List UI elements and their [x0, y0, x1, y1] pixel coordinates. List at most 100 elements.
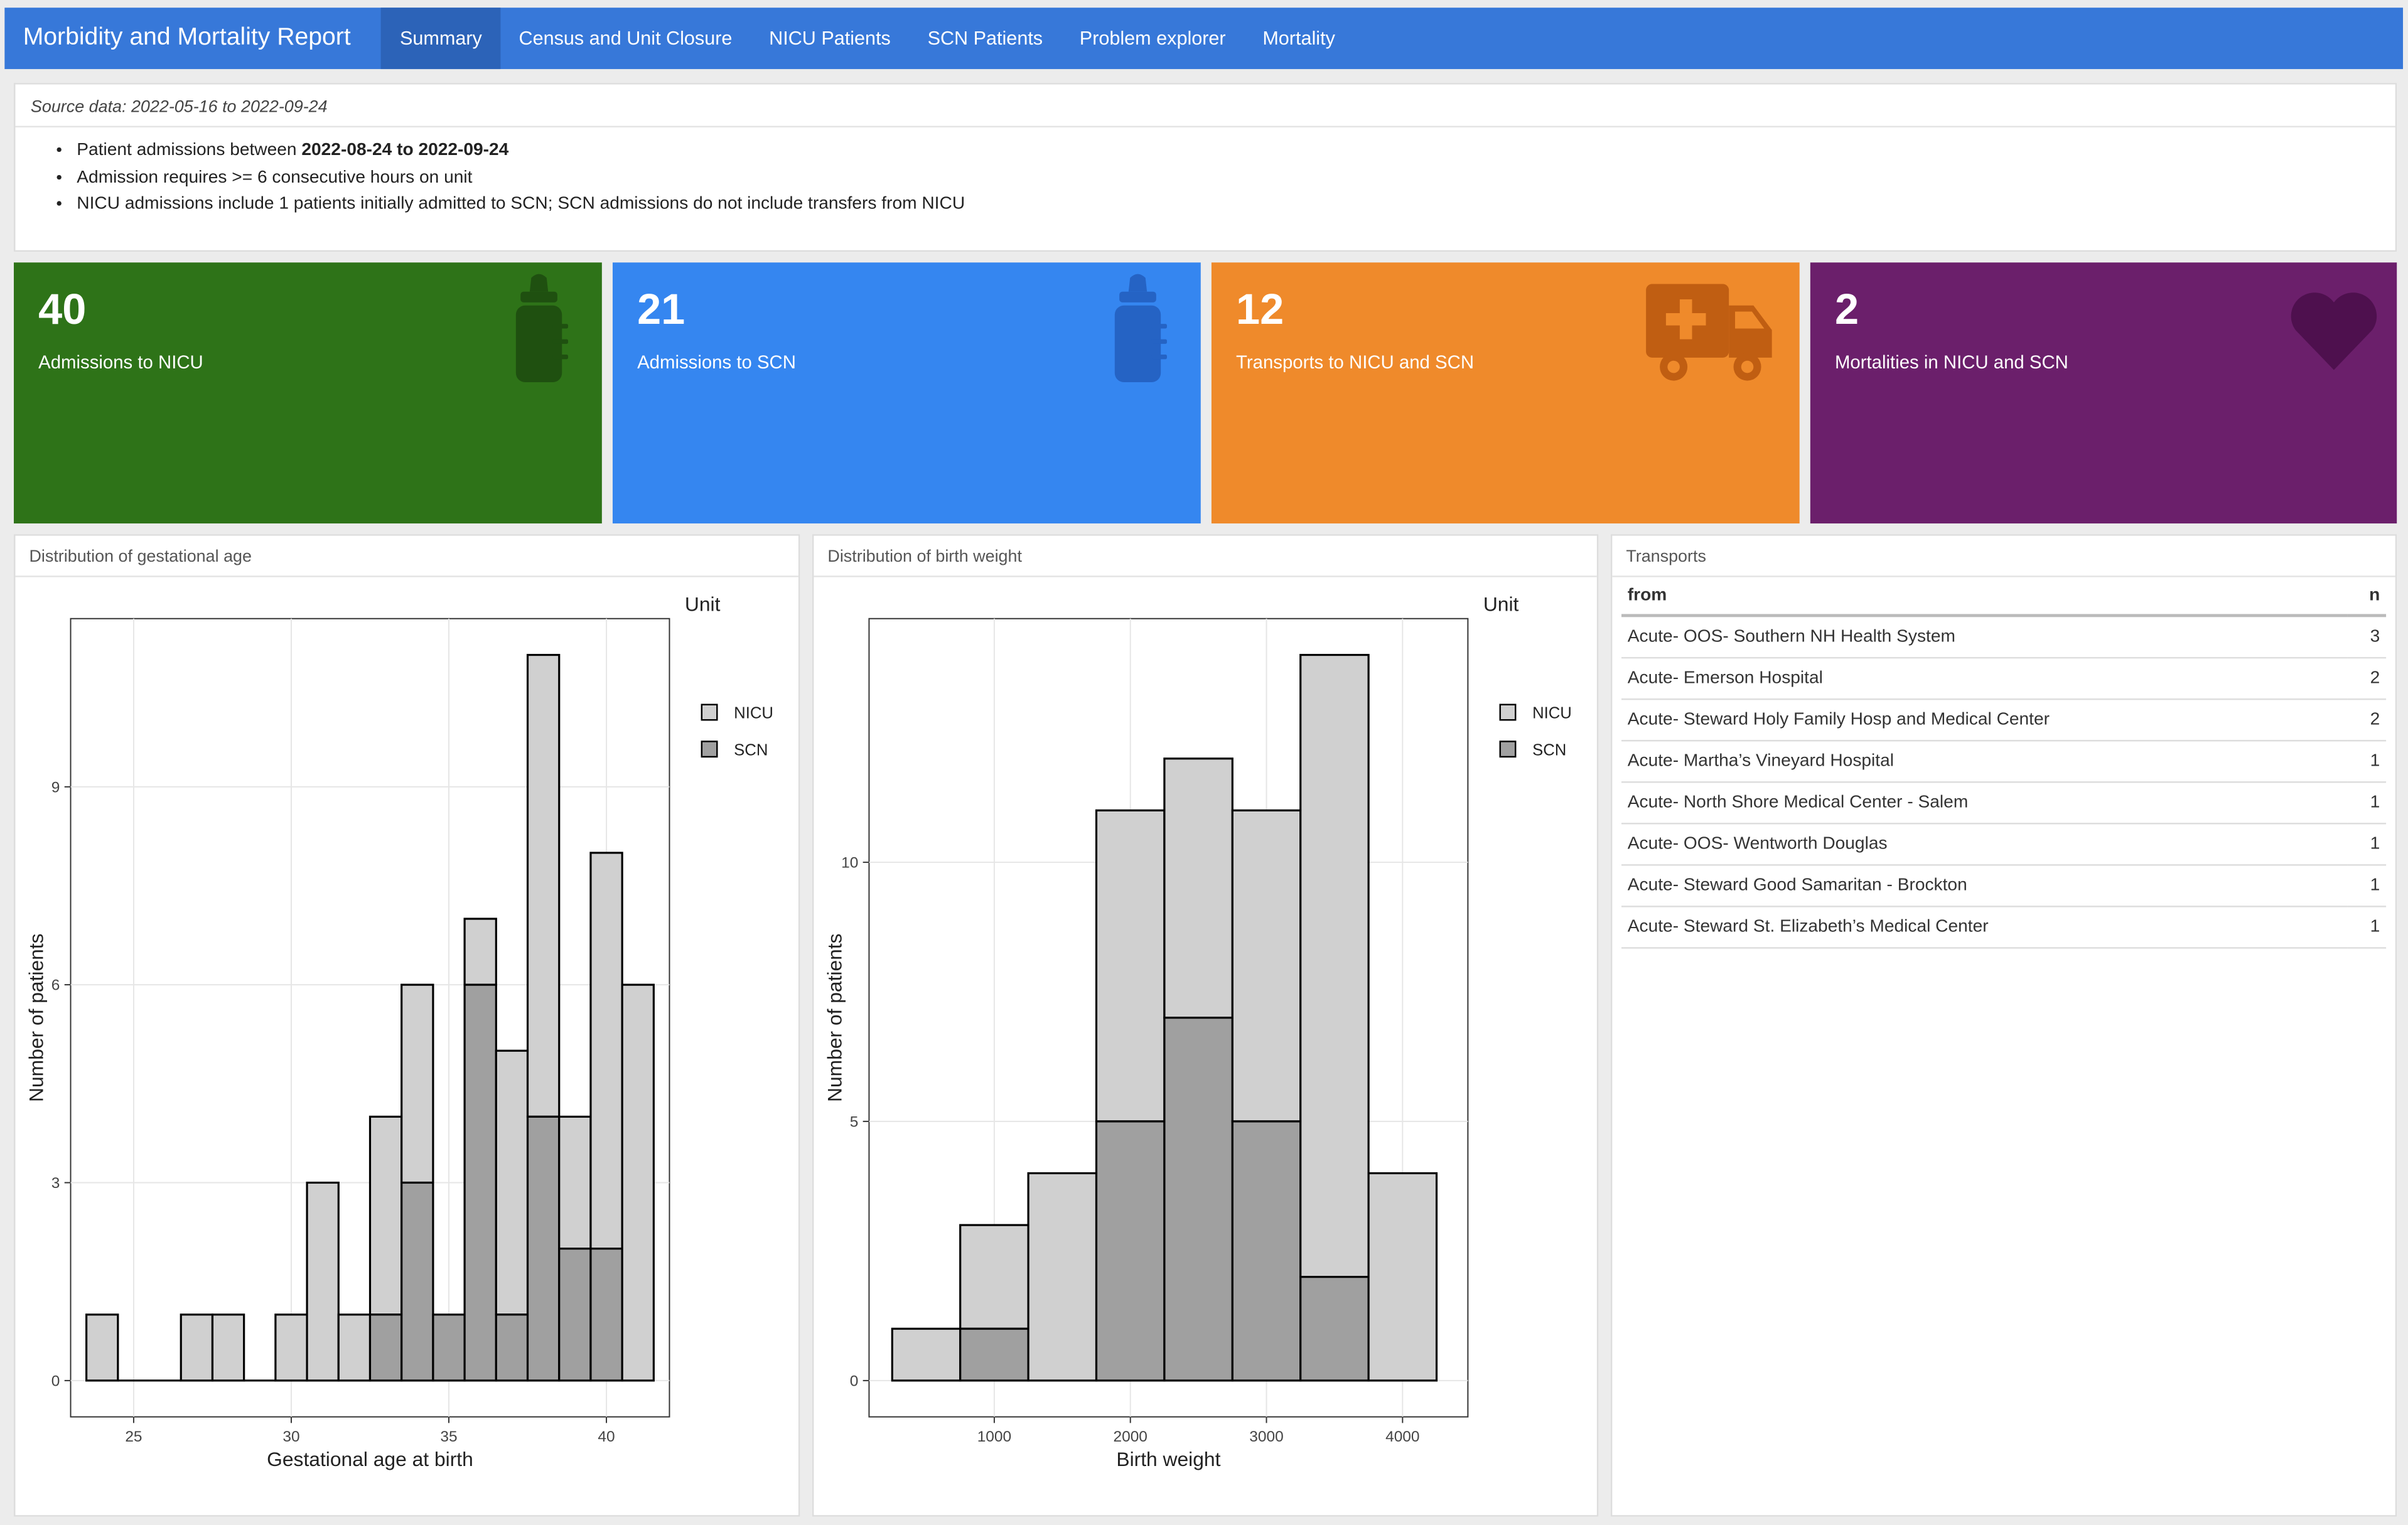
- bar-nicu: [337, 1314, 372, 1382]
- cell-n: 2: [2347, 658, 2387, 700]
- bar-nicu: [211, 1314, 245, 1382]
- bar-scn: [1095, 1120, 1166, 1382]
- column-header-n[interactable]: n: [2347, 577, 2387, 618]
- table-row: Acute- OOS- Southern NH Health System 3: [1621, 615, 2387, 659]
- ambulance-icon: [1646, 284, 1772, 381]
- bar-nicu: [495, 1049, 529, 1316]
- cell-n: 1: [2347, 741, 2387, 783]
- bar-nicu: [1095, 809, 1166, 1123]
- tab-scn-patients[interactable]: SCN Patients: [927, 28, 1043, 50]
- bar-scn: [1231, 1120, 1302, 1382]
- bar-nicu: [85, 1314, 119, 1382]
- info-bullet-admission-rule: Admission requires >= 6 consecutive hour…: [77, 165, 2395, 192]
- navbar: Morbidity and Mortality Report Summary C…: [4, 8, 2403, 70]
- bar-scn: [463, 983, 497, 1382]
- transports-panel: Transports from n Acute- OOS- Southern N…: [1610, 534, 2397, 1517]
- panel-title: Transports: [1612, 536, 2395, 577]
- bar-nicu: [959, 1224, 1029, 1330]
- bar-scn: [1299, 1276, 1370, 1382]
- x-tick-label: 1000: [977, 1428, 1011, 1445]
- table-row: Acute- Martha’s Vineyard Hospital 1: [1621, 741, 2387, 783]
- y-tick-label: 9: [51, 779, 60, 796]
- source-data-header: Source data: 2022-05-16 to 2022-09-24: [15, 85, 2395, 128]
- value-box-number: 21: [637, 285, 685, 333]
- value-box-mortalities: 2 Mortalities in NICU and SCN: [1810, 262, 2397, 524]
- bar-nicu: [274, 1314, 308, 1382]
- legend-swatch-nicu: [1499, 704, 1517, 721]
- tab-summary[interactable]: Summary: [381, 8, 501, 70]
- value-box-subtitle: Mortalities in NICU and SCN: [1834, 351, 2068, 373]
- bar-nicu: [526, 653, 561, 1118]
- value-box-subtitle: Admissions to SCN: [637, 351, 796, 373]
- value-box-number: 40: [38, 285, 87, 333]
- info-bullet-prefix: Patient admissions between: [77, 141, 302, 160]
- info-bullet-date-range: Patient admissions between 2022-08-24 to…: [77, 138, 2395, 165]
- x-tick-label: 40: [598, 1428, 615, 1445]
- birth-weight-chart: 1000 2000 3000 4000 0 5 10 Birth weight Number o…: [823, 593, 1571, 1470]
- bar-nicu: [621, 983, 655, 1382]
- tab-mortality[interactable]: Mortality: [1262, 28, 1335, 50]
- x-tick-label: 2000: [1113, 1428, 1147, 1445]
- x-axis-label: Gestational age at birth: [267, 1448, 473, 1470]
- table-row: Acute- OOS- Wentworth Douglas 1: [1621, 823, 2387, 866]
- cell-from: Acute- Steward St. Elizabeth’s Medical C…: [1621, 906, 2348, 949]
- y-tick-label: 0: [51, 1372, 60, 1389]
- heart-icon: [2291, 292, 2377, 370]
- y-tick-label: 5: [850, 1113, 859, 1130]
- bar-nicu: [400, 983, 434, 1184]
- info-bullet-date-bold: 2022-08-24 to 2022-09-24: [301, 141, 509, 160]
- bar-scn: [432, 1314, 466, 1382]
- bar-scn: [526, 1115, 561, 1382]
- tab-problem-explorer[interactable]: Problem explorer: [1079, 28, 1226, 50]
- cell-from: Acute- OOS- Southern NH Health System: [1621, 615, 2348, 659]
- value-box-nicu-admissions: 40 Admissions to NICU: [14, 262, 602, 524]
- info-list: Patient admissions between 2022-08-24 to…: [15, 138, 2395, 218]
- x-tick-label: 25: [125, 1428, 142, 1445]
- bar-nicu: [1299, 653, 1370, 1278]
- table-row: Acute- North Shore Medical Center - Sale…: [1621, 782, 2387, 825]
- table-row: Acute- Steward St. Elizabeth’s Medical C…: [1621, 906, 2387, 949]
- column-header-from[interactable]: from: [1621, 577, 2348, 618]
- tab-census-and-unit-closure[interactable]: Census and Unit Closure: [519, 28, 733, 50]
- transports-table: from n Acute- OOS- Southern NH Health Sy…: [1621, 577, 2387, 949]
- value-box-transports: 12 Transports to NICU and SCN: [1211, 262, 1800, 524]
- baby-bottle-icon: [515, 274, 569, 383]
- bar-nicu: [1027, 1172, 1098, 1382]
- cell-n: 3: [2347, 615, 2387, 659]
- bar-nicu: [1367, 1172, 1438, 1382]
- cell-from: Acute- Emerson Hospital: [1621, 658, 2348, 700]
- bar-nicu: [463, 918, 497, 986]
- bar-nicu: [368, 1115, 403, 1316]
- table-row: Acute- Emerson Hospital 2: [1621, 658, 2387, 700]
- legend-swatch-scn: [701, 741, 718, 758]
- tab-nicu-patients[interactable]: NICU Patients: [769, 28, 891, 50]
- app-title: Morbidity and Mortality Report: [23, 24, 351, 51]
- cell-n: 1: [2347, 865, 2387, 907]
- cell-from: Acute- Steward Holy Family Hosp and Medi…: [1621, 699, 2348, 742]
- info-box: Source data: 2022-05-16 to 2022-09-24 Pa…: [14, 83, 2397, 252]
- legend-label-scn: SCN: [734, 741, 768, 759]
- bar-scn: [400, 1181, 434, 1382]
- bar-nicu: [891, 1327, 962, 1382]
- y-tick-label: 0: [850, 1372, 859, 1389]
- baby-bottle-icon: [1114, 274, 1167, 383]
- info-bullet-nicu-note: NICU admissions include 1 patients initi…: [77, 192, 2395, 219]
- cell-n: 2: [2347, 699, 2387, 742]
- transports-table-wrap: from n Acute- OOS- Southern NH Health Sy…: [1612, 577, 2395, 949]
- y-tick-label: 3: [51, 1175, 60, 1192]
- value-box-subtitle: Transports to NICU and SCN: [1236, 351, 1475, 373]
- bar-nicu: [306, 1181, 340, 1382]
- panel-title: Distribution of gestational age: [15, 536, 798, 577]
- cell-n: 1: [2347, 906, 2387, 949]
- cell-from: Acute- Martha’s Vineyard Hospital: [1621, 741, 2348, 783]
- bar-nicu: [180, 1314, 214, 1382]
- bar-nicu: [1231, 809, 1302, 1123]
- y-tick-label: 10: [841, 854, 858, 871]
- y-axis-label: Number of patients: [24, 933, 47, 1102]
- value-box-scn-admissions: 21 Admissions to SCN: [612, 262, 1201, 524]
- x-tick-label: 3000: [1249, 1428, 1283, 1445]
- bar-scn: [589, 1248, 623, 1382]
- birth-weight-panel: Distribution of birth weight 1000 2000 300…: [812, 534, 1599, 1517]
- legend-swatch-scn: [1499, 741, 1517, 758]
